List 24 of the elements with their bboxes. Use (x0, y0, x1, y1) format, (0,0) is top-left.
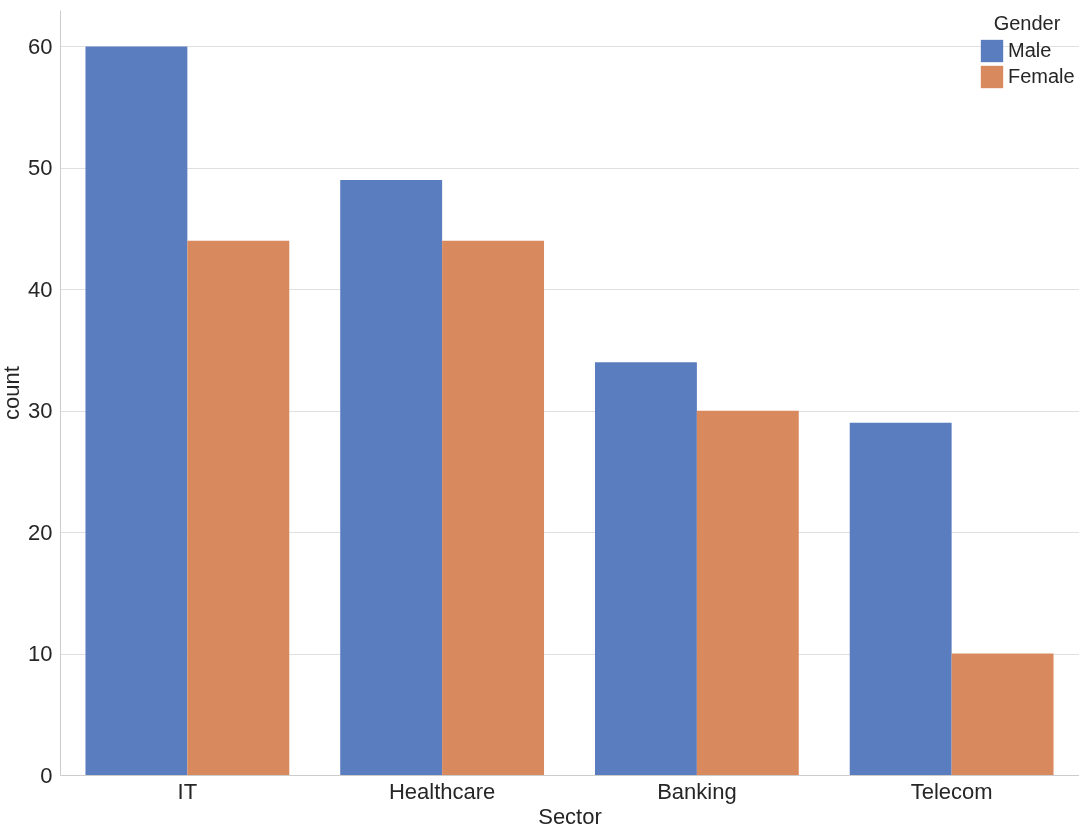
legend-title: Gender (993, 12, 1061, 34)
y-tick-label: 60 (28, 33, 53, 59)
bar (187, 240, 290, 775)
x-tick-label: Banking (657, 778, 737, 804)
bar (85, 46, 188, 775)
bar (696, 410, 799, 775)
y-tick-label: 30 (28, 398, 53, 424)
x-axis-title: Sector (538, 803, 602, 827)
x-tick-label: Healthcare (388, 778, 496, 804)
bar (442, 240, 545, 775)
x-tick-label: Telecom (910, 778, 993, 804)
y-axis-title: count (0, 366, 25, 420)
bar (849, 422, 952, 775)
legend-label: Male (1008, 39, 1052, 61)
bar (340, 180, 443, 775)
y-tick-label: 10 (28, 641, 53, 667)
y-tick-label: 40 (28, 276, 53, 302)
y-tick-label: 0 (40, 762, 53, 788)
y-tick-label: 50 (28, 155, 53, 181)
legend-label: Female (1008, 65, 1075, 87)
x-tick-label: IT (177, 778, 198, 804)
bar (594, 362, 697, 775)
bar (951, 653, 1054, 775)
y-tick-label: 20 (28, 519, 53, 545)
